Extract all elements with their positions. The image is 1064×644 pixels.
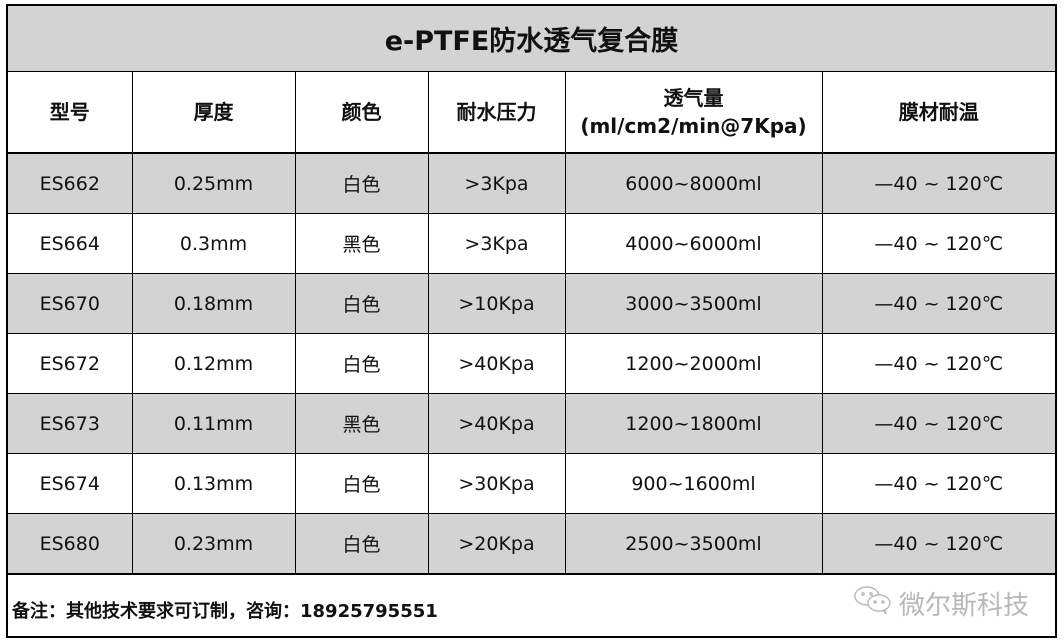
cell-model: ES672 xyxy=(8,333,133,394)
cell-color: 白色 xyxy=(294,152,429,214)
wechat-icon xyxy=(853,584,893,623)
spec-table: 型号 厚度 颜色 耐水压力 透气量 (ml/cm2/min@7Kpa) 膜材耐温 … xyxy=(8,71,1055,575)
table-row: ES662 0.25mm 白色 >3Kpa 6000~8000ml —40 ~ … xyxy=(8,152,1055,214)
table-row: ES670 0.18mm 白色 >10Kpa 3000~3500ml —40 ~… xyxy=(8,273,1055,334)
table-row: ES674 0.13mm 白色 >30Kpa 900~1600ml —40 ~ … xyxy=(8,453,1055,514)
cell-water-pressure: >3Kpa xyxy=(427,152,566,214)
watermark-text: 微尔斯科技 xyxy=(898,591,1029,621)
col-header-air-permeability: 透气量 (ml/cm2/min@7Kpa) xyxy=(564,71,823,154)
cell-temperature: —40 ~ 120℃ xyxy=(821,152,1055,214)
cell-air-permeability: 4000~6000ml xyxy=(564,213,823,274)
cell-thickness: 0.3mm xyxy=(131,213,296,274)
col-header-water-pressure: 耐水压力 xyxy=(427,71,566,154)
col-header-temperature: 膜材耐温 xyxy=(821,71,1055,154)
cell-air-permeability: 3000~3500ml xyxy=(564,273,823,334)
cell-temperature: —40 ~ 120℃ xyxy=(821,513,1055,575)
cell-air-permeability: 1200~1800ml xyxy=(564,393,823,454)
table-row: ES680 0.23mm 白色 >20Kpa 2500~3500ml —40 ~… xyxy=(8,513,1055,575)
spec-sheet: e-PTFE防水透气复合膜 型号 厚度 颜色 耐水压力 透气量 (ml/cm2/m… xyxy=(6,4,1057,638)
cell-thickness: 0.25mm xyxy=(131,152,296,214)
footnote: 备注：其他技术要求可订制，咨询：18925795551 xyxy=(12,601,438,622)
cell-color: 白色 xyxy=(294,453,429,514)
cell-air-permeability: 900~1600ml xyxy=(564,453,823,514)
cell-thickness: 0.23mm xyxy=(131,513,296,575)
cell-temperature: —40 ~ 120℃ xyxy=(821,333,1055,394)
cell-color: 黑色 xyxy=(294,213,429,274)
cell-color: 白色 xyxy=(294,513,429,575)
cell-air-permeability: 6000~8000ml xyxy=(564,152,823,214)
table-row: ES664 0.3mm 黑色 >3Kpa 4000~6000ml —40 ~ 1… xyxy=(8,213,1055,274)
col-header-model: 型号 xyxy=(8,71,133,154)
col-header-thickness: 厚度 xyxy=(131,71,296,154)
cell-model: ES662 xyxy=(8,152,133,214)
col-header-color: 颜色 xyxy=(294,71,429,154)
cell-water-pressure: >40Kpa xyxy=(427,393,566,454)
cell-thickness: 0.12mm xyxy=(131,333,296,394)
cell-water-pressure: >20Kpa xyxy=(427,513,566,575)
cell-air-permeability: 1200~2000ml xyxy=(564,333,823,394)
cell-thickness: 0.18mm xyxy=(131,273,296,334)
cell-model: ES674 xyxy=(8,453,133,514)
air-permeability-unit: (ml/cm2/min@7Kpa) xyxy=(580,114,807,138)
cell-water-pressure: >10Kpa xyxy=(427,273,566,334)
cell-model: ES670 xyxy=(8,273,133,334)
cell-temperature: —40 ~ 120℃ xyxy=(821,213,1055,274)
cell-color: 黑色 xyxy=(294,393,429,454)
cell-model: ES673 xyxy=(8,393,133,454)
cell-water-pressure: >3Kpa xyxy=(427,213,566,274)
table-row: ES673 0.11mm 黑色 >40Kpa 1200~1800ml —40 ~… xyxy=(8,393,1055,454)
air-permeability-label: 透气量 xyxy=(663,86,724,110)
cell-thickness: 0.13mm xyxy=(131,453,296,514)
table-row: ES672 0.12mm 白色 >40Kpa 1200~2000ml —40 ~… xyxy=(8,333,1055,394)
cell-temperature: —40 ~ 120℃ xyxy=(821,453,1055,514)
table-header-row: 型号 厚度 颜色 耐水压力 透气量 (ml/cm2/min@7Kpa) 膜材耐温 xyxy=(8,71,1055,154)
cell-color: 白色 xyxy=(294,333,429,394)
cell-model: ES680 xyxy=(8,513,133,575)
cell-model: ES664 xyxy=(8,213,133,274)
cell-thickness: 0.11mm xyxy=(131,393,296,454)
cell-temperature: —40 ~ 120℃ xyxy=(821,393,1055,454)
cell-temperature: —40 ~ 120℃ xyxy=(821,273,1055,334)
table-title: e-PTFE防水透气复合膜 xyxy=(8,6,1055,73)
cell-water-pressure: >40Kpa xyxy=(427,333,566,394)
cell-air-permeability: 2500~3500ml xyxy=(564,513,823,575)
cell-water-pressure: >30Kpa xyxy=(427,453,566,514)
watermark: 微尔斯科技 xyxy=(853,584,1029,623)
cell-color: 白色 xyxy=(294,273,429,334)
